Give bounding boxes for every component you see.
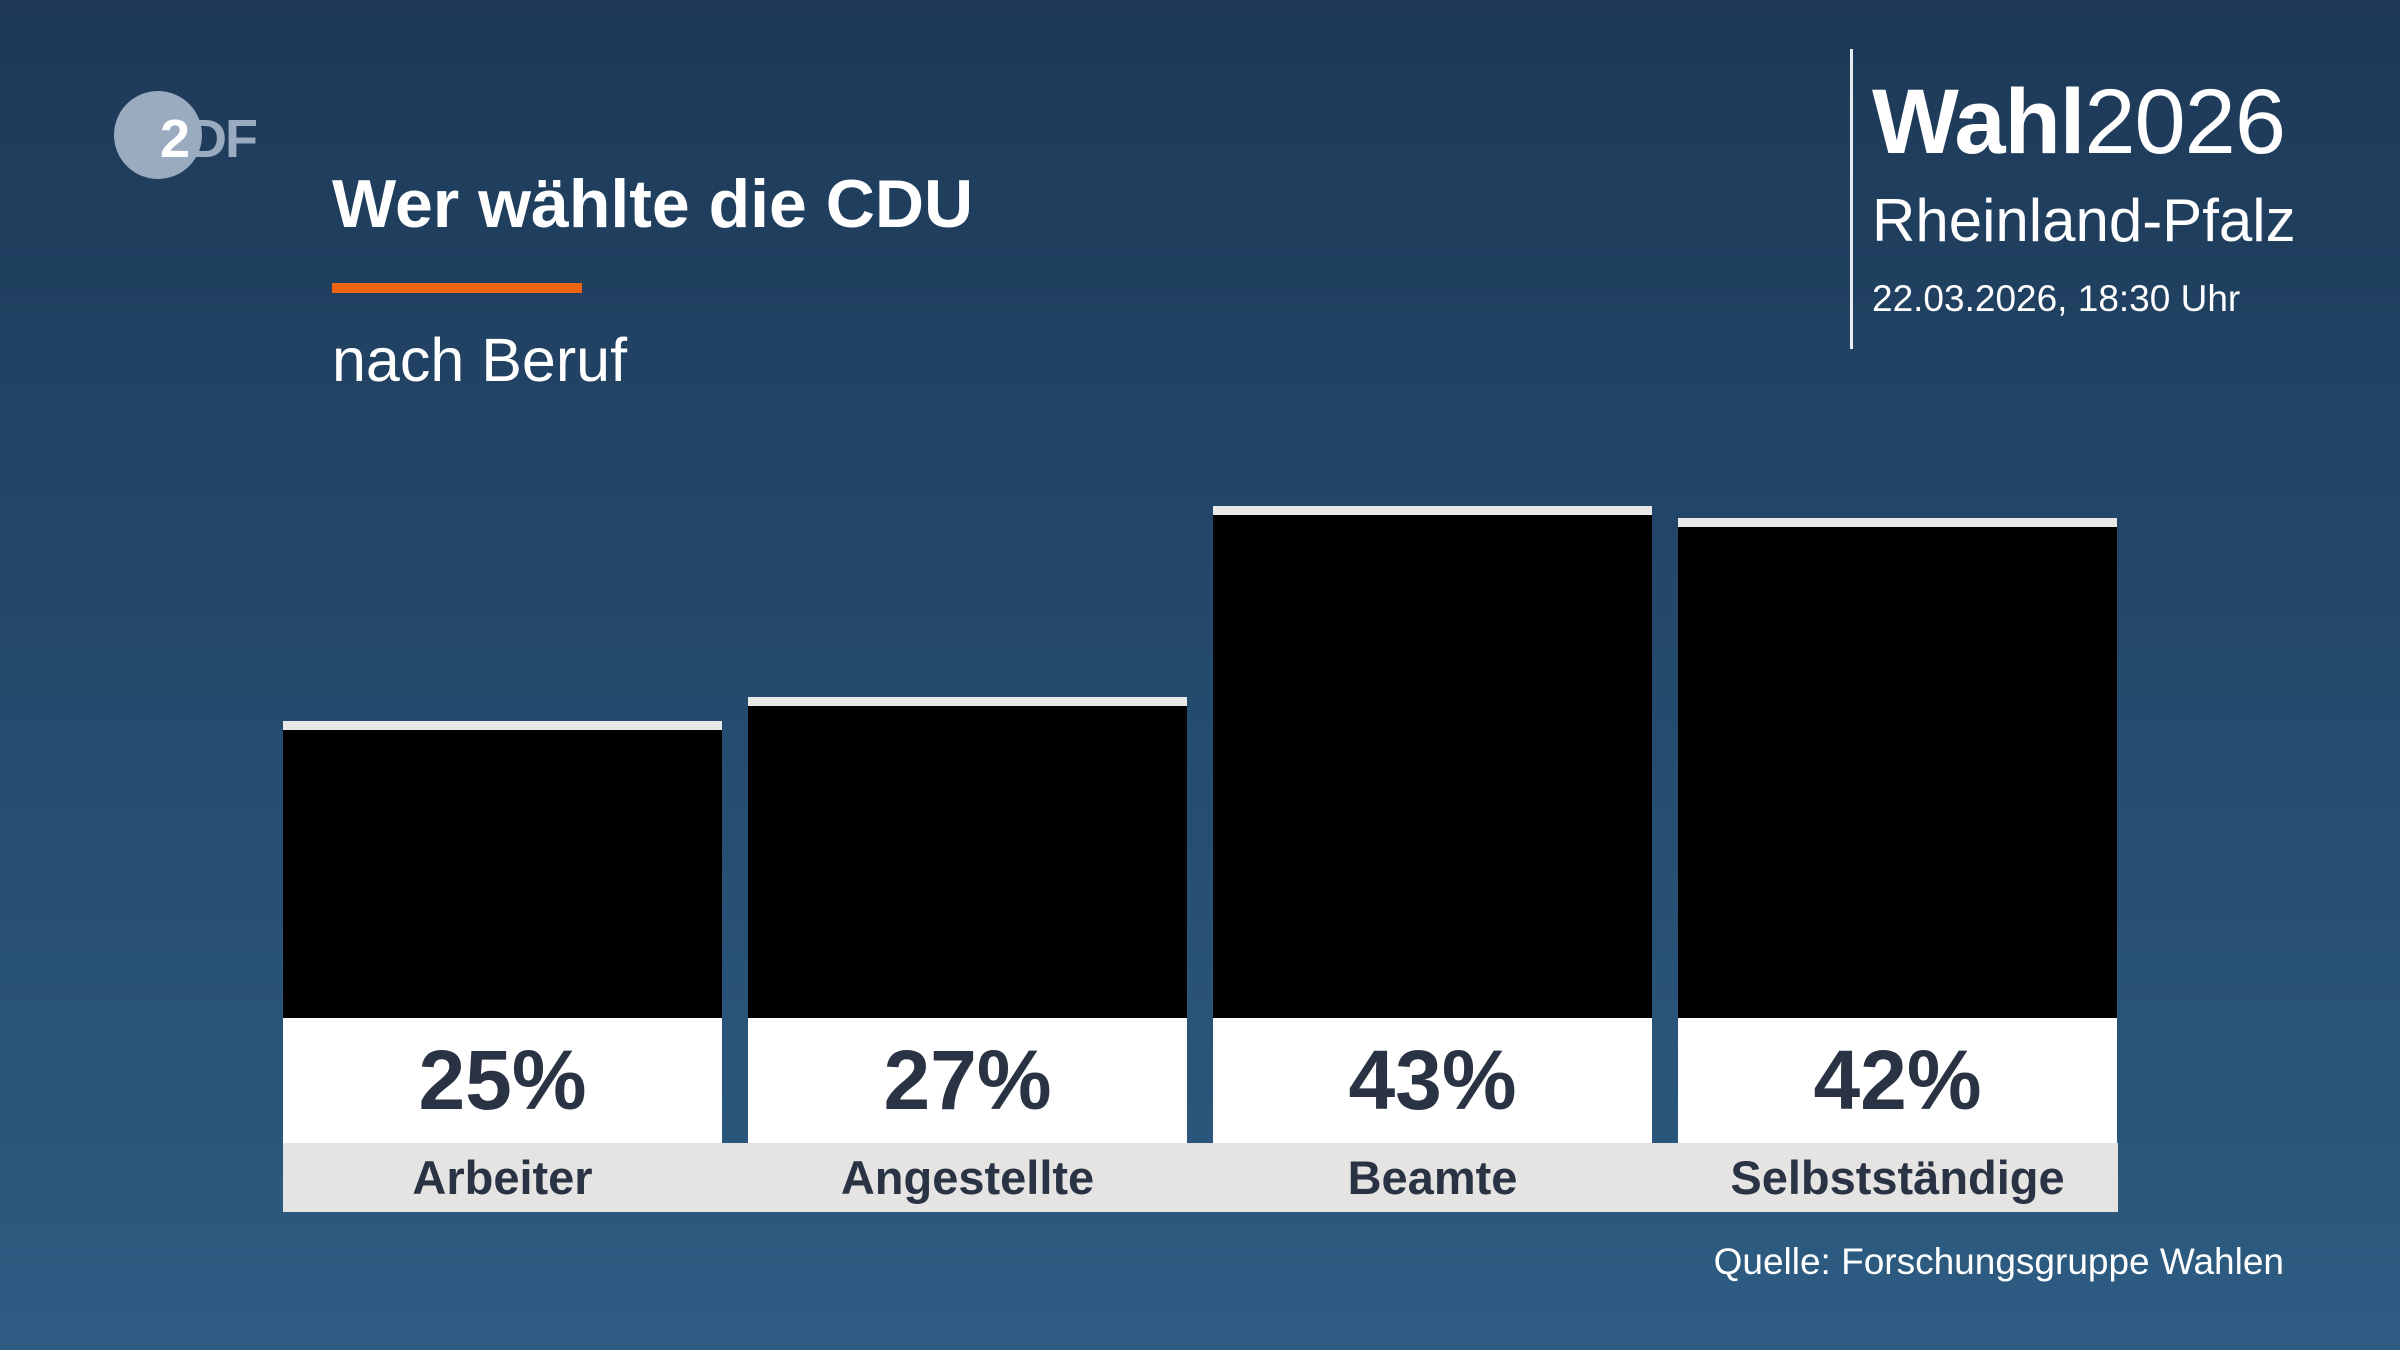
bar — [1213, 506, 1652, 1018]
bar — [748, 696, 1187, 1018]
chart-subtitle: nach Beruf — [332, 326, 628, 394]
chart-title: Wer wählte die CDU — [332, 166, 974, 242]
source-note: Quelle: Forschungsgruppe Wahlen — [1713, 1241, 2284, 1282]
brand-year: 2026 — [2084, 71, 2286, 173]
datetime: 22.03.2026, 18:30 Uhr — [1872, 278, 2241, 319]
divider — [1850, 49, 1853, 349]
zdf-logo-circle — [114, 91, 202, 179]
bar — [283, 720, 722, 1018]
data-label: 43% — [1213, 1018, 1652, 1143]
category-label: Beamte — [1347, 1151, 1518, 1204]
brand-bold: Wahl — [1872, 71, 2085, 173]
region: Rheinland-Pfalz — [1872, 187, 2296, 254]
category-label: Arbeiter — [412, 1151, 593, 1204]
data-label: 27% — [748, 1018, 1187, 1143]
data-label: 42% — [1678, 1018, 2117, 1143]
category-label: Selbstständige — [1730, 1151, 2065, 1204]
zdf-logo: 2DF — [160, 109, 258, 169]
category-label-strip — [283, 1143, 2118, 1212]
bar — [1678, 518, 2117, 1018]
category-label: Angestellte — [840, 1151, 1095, 1204]
title-accent-line — [332, 283, 582, 293]
data-label: 25% — [283, 1018, 722, 1143]
brand-title: Wahl2026 — [1872, 70, 2286, 175]
